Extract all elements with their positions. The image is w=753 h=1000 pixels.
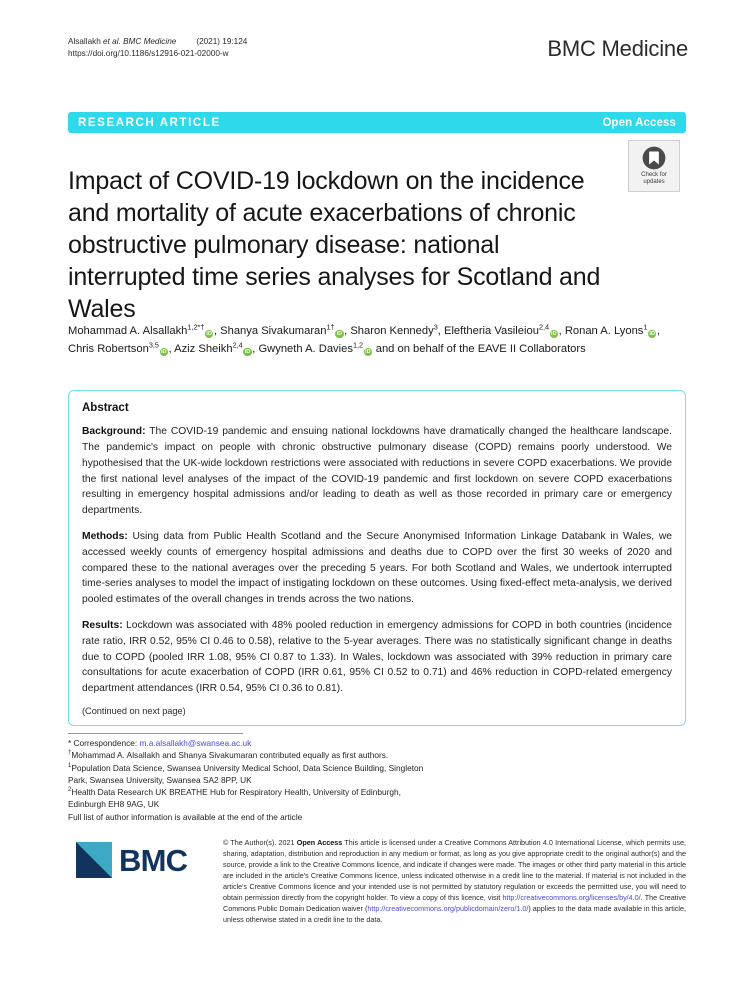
author-affiliation-marker: 1,2*† <box>187 322 205 332</box>
author-collaborators-note: and on behalf of the EAVE II Collaborato… <box>372 343 586 356</box>
abstract-heading: Abstract <box>82 402 129 414</box>
orcid-icon[interactable]: iD <box>335 329 344 338</box>
author-affiliation-marker: 3 <box>433 322 438 332</box>
crossmark-line-2: updates <box>643 178 665 185</box>
affiliation-2: 2Health Data Research UK BREATHE Hub for… <box>68 786 438 811</box>
orcid-icon[interactable]: iD <box>204 329 214 338</box>
correspondence-line: * Correspondence: m.a.alsallakh@swansea.… <box>68 737 438 749</box>
abstract-box: Abstract Background: The COVID-19 pandem… <box>68 390 686 726</box>
license-statement: © The Author(s). 2021 Open Access This a… <box>223 838 686 926</box>
background-label: Background: <box>82 426 146 438</box>
author-affiliation-marker: 1 <box>643 322 648 332</box>
affiliation-1-marker: 1 <box>68 762 72 769</box>
license-body-3: ) applies to the data made available in … <box>223 903 687 924</box>
crossmark-text: Check for updates <box>641 172 667 186</box>
affiliation-1: 1Population Data Science, Swansea Univer… <box>68 762 438 787</box>
license-body-1: This article is licensed under a Creativ… <box>223 838 687 902</box>
footnotes-block: * Correspondence: m.a.alsallakh@swansea.… <box>68 737 438 823</box>
crossmark-line-1: Check for <box>641 172 667 178</box>
journal-masthead: BMC Medicine <box>547 36 688 61</box>
affiliation-2-marker: 2 <box>68 787 72 794</box>
abstract-methods: Methods: Using data from Public Health S… <box>82 529 672 608</box>
author-name: Ronan A. Lyons <box>564 325 644 337</box>
license-open-access: Open Access <box>296 838 343 847</box>
research-article-banner: RESEARCH ARTICLE Open Access <box>68 112 686 133</box>
author-affiliation-marker: 1† <box>326 322 335 332</box>
background-text: The COVID-19 pandemic and ensuing nation… <box>82 426 672 517</box>
citation-volume: (2021) 19:124 <box>196 37 248 46</box>
methods-text: Using data from Public Health Scotland a… <box>82 531 672 606</box>
orcid-icon[interactable]: iD <box>549 329 559 338</box>
results-label: Results: <box>82 620 123 632</box>
article-title: Impact of COVID-19 lockdown on the incid… <box>68 166 601 323</box>
author-name: Aziz Sheikh <box>174 343 233 356</box>
affiliation-1-text: Population Data Science, Swansea Univers… <box>68 762 424 785</box>
equal-contribution-marker: † <box>68 750 72 757</box>
footnote-divider <box>68 733 243 734</box>
crossmark-icon <box>642 146 666 170</box>
citation-line: Alsallakh et al. BMC Medicine (2021) 19:1… <box>68 36 247 48</box>
license-body-2: . The Creative Commons Public Domain Ded… <box>223 892 686 913</box>
orcid-icon[interactable]: iD <box>647 329 657 338</box>
affiliation-2-text: Health Data Research UK BREATHE Hub for … <box>68 787 401 810</box>
equal-contribution-note: †Mohammad A. Alsallakh and Shanya Sivaku… <box>68 749 438 761</box>
author-list: Mohammad A. Alsallakh1,2*†iD, Shanya Siv… <box>68 322 661 357</box>
article-type-label: RESEARCH ARTICLE <box>78 116 221 129</box>
open-access-label: Open Access <box>602 116 676 129</box>
author-affiliation-marker: 2,4 <box>232 340 243 350</box>
orcid-icon[interactable]: iD <box>159 347 168 357</box>
correspondence-label: * Correspondence: <box>68 738 138 748</box>
citation-authors: Alsallakh <box>68 37 104 46</box>
full-author-list-note: Full list of author information is avail… <box>68 811 303 822</box>
author-name: Gwyneth A. Davies <box>258 343 353 356</box>
methods-label: Methods: <box>82 531 128 543</box>
abstract-results: Results: Lockdown was associated with 48… <box>82 618 672 697</box>
abstract-background: Background: The COVID-19 pandemic and en… <box>82 424 672 519</box>
author-name: Chris Robertson <box>68 343 149 356</box>
bmc-logo-mark-icon <box>76 842 112 878</box>
citation-doi: https://doi.org/10.1186/s12916-021-02000… <box>68 48 229 58</box>
license-link-by[interactable]: http://creativecommons.org/licenses/by/4… <box>502 892 641 902</box>
bmc-logo: BMC <box>76 842 188 878</box>
author-affiliation-marker: 2,4 <box>538 322 550 332</box>
citation-journal: BMC Medicine <box>123 37 177 46</box>
orcid-icon[interactable]: iD <box>363 347 373 357</box>
author-name: Shanya Sivakumaran <box>220 325 327 337</box>
license-link-zero[interactable]: http://creativecommons.org/publicdomain/… <box>367 903 529 913</box>
bmc-logo-wordmark: BMC <box>119 842 188 878</box>
author-affiliation-marker: 3,5 <box>148 340 159 350</box>
citation-et-al: et al. <box>103 37 121 46</box>
author-affiliation-marker: 1,2 <box>352 340 364 350</box>
running-head-citation: Alsallakh et al. BMC Medicine (2021) 19:1… <box>68 36 247 60</box>
running-head: Alsallakh et al. BMC Medicine (2021) 19:1… <box>68 36 688 62</box>
author-name: Eleftheria Vasileiou <box>443 325 539 337</box>
license-copyright: © The Author(s). 2021 <box>223 838 297 847</box>
orcid-icon[interactable]: iD <box>243 347 252 357</box>
continued-note: (Continued on next page) <box>82 705 186 716</box>
author-name: Mohammad A. Alsallakh <box>68 325 188 337</box>
results-text: Lockdown was associated with 48% pooled … <box>82 620 672 695</box>
crossmark-badge[interactable]: Check for updates <box>628 140 680 192</box>
equal-contribution-text: Mohammad A. Alsallakh and Shanya Sivakum… <box>71 750 389 761</box>
correspondence-email-link[interactable]: m.a.alsallakh@swansea.ac.uk <box>139 738 252 748</box>
author-name: Sharon Kennedy <box>350 325 434 337</box>
